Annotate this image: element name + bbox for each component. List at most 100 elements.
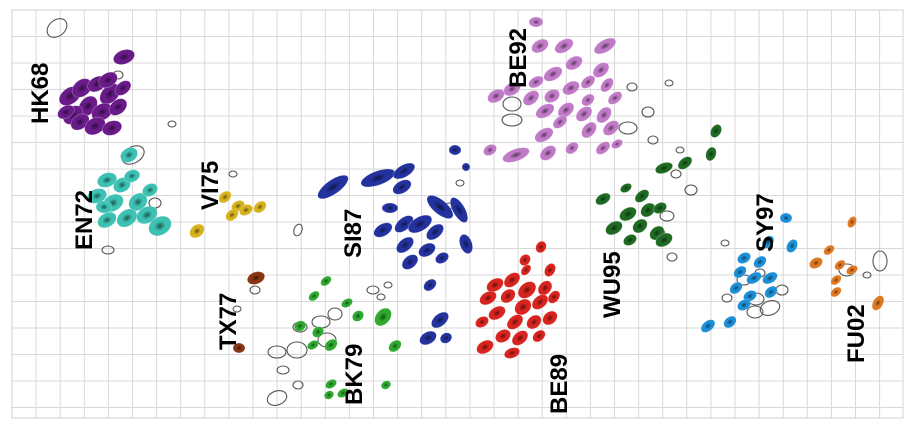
antigen-point (552, 115, 568, 129)
antigen-point (396, 236, 414, 254)
antigen-point (423, 278, 437, 292)
label-en72: EN72 (71, 190, 98, 250)
antigen-point (593, 37, 617, 55)
antigen-point (557, 102, 575, 118)
antigen-point (388, 339, 402, 353)
antigen-point (373, 222, 393, 238)
strain-outline (46, 18, 68, 38)
antigen-point (834, 259, 846, 271)
antigen-point (506, 314, 524, 330)
antigen-point (539, 145, 557, 161)
antigen-point (565, 55, 583, 71)
antigen-point (532, 329, 546, 343)
strain-outline (666, 252, 678, 262)
antigen-point (737, 252, 751, 264)
antigen-point (710, 124, 722, 138)
antigen-point (102, 120, 122, 136)
antigen-point (392, 162, 416, 180)
antigen-point (700, 319, 716, 333)
antigen-point (611, 139, 623, 149)
antigen-point (846, 265, 858, 275)
antigen-point (435, 252, 449, 264)
antigen-point (520, 264, 532, 276)
antigen-point (246, 271, 266, 285)
antigen-point (595, 141, 611, 155)
cluster-si87 (317, 144, 473, 346)
cluster-labels: HK68 EN72 VI75 TX77 BK79 SI87 BE89 BE92 … (27, 28, 870, 414)
cluster-be92 (483, 16, 623, 163)
strain-outline (759, 300, 781, 316)
strain-outline (746, 305, 764, 319)
antigen-point (830, 286, 842, 298)
antigen-point (439, 332, 453, 344)
antigen-point (632, 218, 648, 234)
antigen-point (677, 156, 693, 170)
antigen-point (733, 265, 747, 279)
antigen-point (737, 299, 751, 311)
label-hk68: HK68 (27, 63, 54, 124)
antigen-point (823, 244, 835, 256)
antigen-point (528, 75, 544, 89)
antigen-point (619, 206, 637, 222)
antigen-point (479, 290, 497, 306)
antigen-point (476, 339, 494, 355)
strain-outline (502, 96, 522, 112)
antigen-point (70, 113, 90, 131)
antigen-point (418, 242, 436, 258)
strain-outline (455, 179, 465, 187)
antigen-point (325, 379, 337, 389)
label-fu02: FU02 (843, 304, 870, 363)
antigen-point (528, 16, 544, 28)
antigen-point (743, 290, 757, 302)
antigen-point (761, 235, 775, 249)
antigen-point (847, 216, 857, 228)
antigen-point (293, 320, 307, 332)
antigen-point (352, 310, 364, 322)
antigen-point (486, 277, 504, 293)
antigen-point (97, 211, 117, 229)
antigen-point (394, 215, 414, 233)
cluster-be89 (475, 240, 561, 359)
strain-outline (286, 341, 308, 359)
strain-outline (626, 82, 638, 92)
antigen-point (374, 307, 392, 327)
antigen-point (729, 281, 743, 295)
antigen-point (705, 146, 717, 162)
antigen-point (871, 295, 885, 311)
antigen-point (495, 329, 511, 343)
antigen-point (565, 141, 579, 155)
antigen-point (502, 147, 530, 163)
strain-outline (383, 281, 393, 289)
antigen-point (655, 162, 673, 174)
antigen-point (448, 144, 462, 156)
antigen-point (511, 330, 529, 346)
strain-outline (775, 284, 789, 296)
label-tx77: TX77 (215, 293, 242, 350)
antigen-point (602, 120, 620, 136)
antigen-point (308, 290, 320, 302)
antigen-point (535, 240, 547, 254)
antigen-point (620, 183, 632, 193)
strain-outline (670, 169, 682, 179)
strain-outline (167, 120, 177, 128)
antigen-point (534, 127, 554, 143)
strain-outline (647, 135, 659, 145)
strain-outline (664, 79, 674, 87)
strain-outline (721, 293, 733, 303)
strain-outline (684, 184, 698, 196)
strain-outline (292, 380, 304, 390)
cluster-sy97 (700, 212, 798, 333)
strain-outline (618, 121, 638, 135)
antigen-point (401, 254, 419, 270)
antigen-point (98, 71, 118, 89)
cluster-vi75 (189, 190, 267, 239)
strain-outline (228, 170, 238, 178)
antigen-point (320, 275, 332, 287)
antigen-point (114, 80, 132, 96)
cluster-tx77 (232, 271, 266, 354)
antigen-point (623, 234, 637, 246)
strain-outline (501, 113, 523, 127)
antigen-point (547, 290, 561, 304)
strain-outline (293, 223, 303, 237)
antigen-point (431, 311, 449, 329)
